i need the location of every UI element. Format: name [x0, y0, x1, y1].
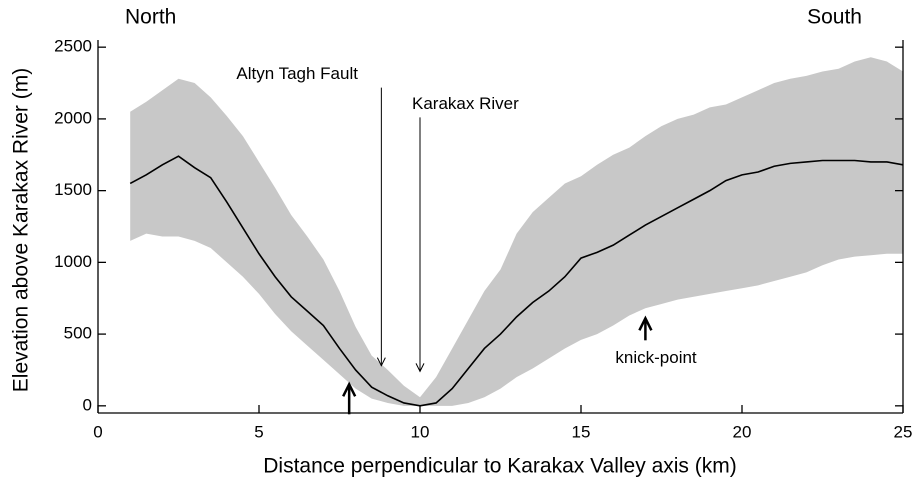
range-band [130, 57, 903, 406]
x-tick-label: 5 [254, 422, 263, 441]
y-tick-label: 500 [64, 324, 92, 343]
x-tick-label: 15 [572, 422, 591, 441]
y-tick-label: 1000 [54, 252, 92, 271]
x-tick-label: 20 [733, 422, 752, 441]
annotation-label: Altyn Tagh Fault [236, 64, 358, 83]
arrow-head [342, 381, 357, 397]
y-tick-label: 2500 [54, 37, 92, 56]
annotation-label: Karakax River [412, 94, 519, 113]
x-tick-label: 25 [894, 422, 913, 441]
x-axis-label: Distance perpendicular to Karakax Valley… [263, 455, 736, 478]
x-tick-label: 10 [411, 422, 430, 441]
south-label: South [807, 6, 862, 29]
y-axis-label: Elevation above Karakax River (m) [10, 68, 33, 392]
annotation-label: knick-point [615, 348, 697, 367]
arrow-head [376, 357, 386, 367]
y-tick-label: 1500 [54, 180, 92, 199]
north-label: North [125, 6, 176, 29]
arrow-head [415, 363, 425, 373]
mean-line [129, 155, 904, 407]
arrow-head [638, 315, 653, 331]
y-tick-label: 0 [83, 395, 92, 414]
y-tick-label: 2000 [54, 108, 92, 127]
x-tick-label: 0 [93, 422, 102, 441]
